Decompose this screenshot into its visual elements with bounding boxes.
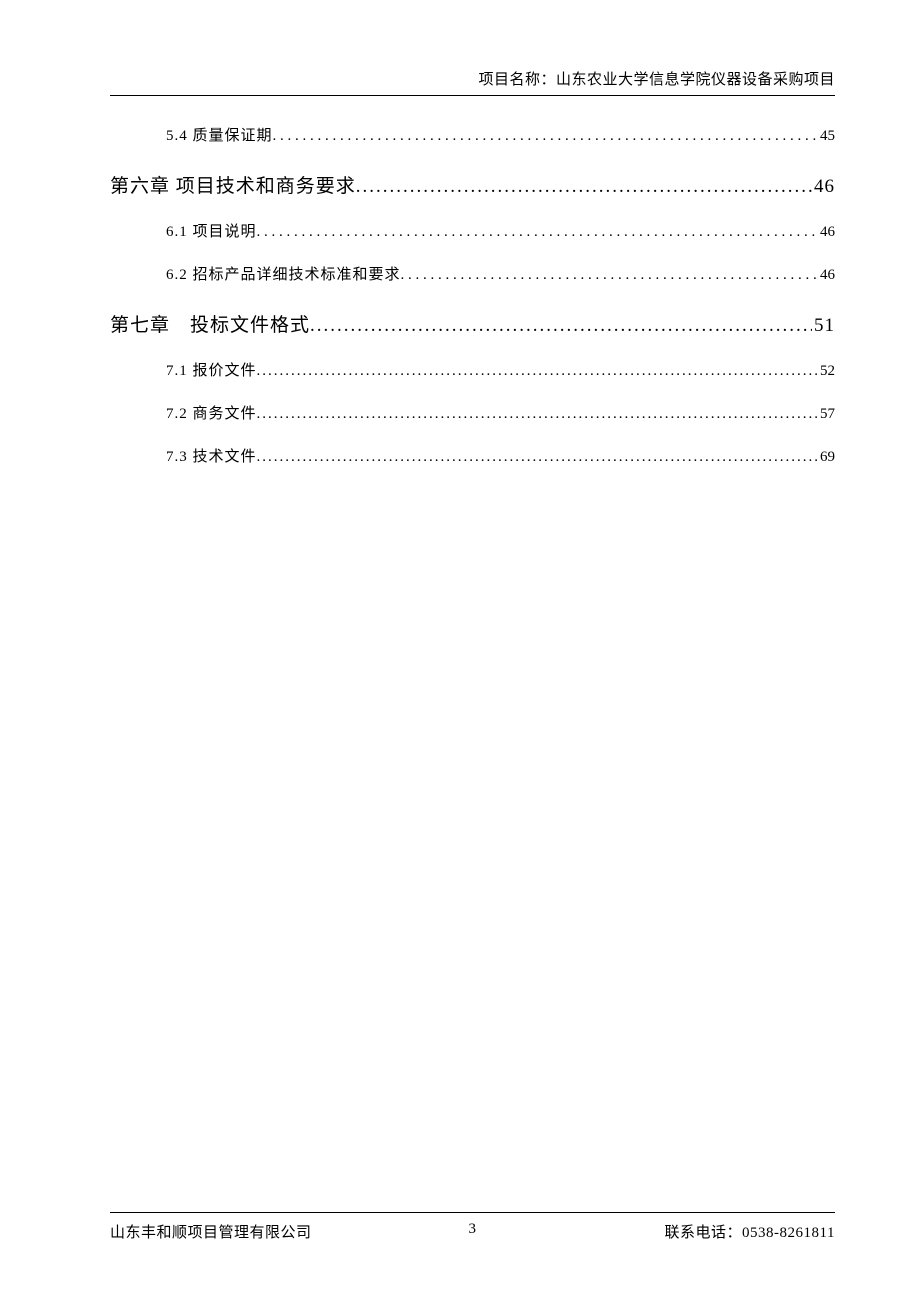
page-header: 项目名称：山东农业大学信息学院仪器设备采购项目 [110,68,835,96]
footer-rule [110,1212,835,1213]
toc-leader-dots [356,176,812,198]
toc-chapter: 第七章 投标文件格式 51 [110,310,835,337]
toc-label: 第七章 投标文件格式 [110,310,310,337]
toc-subitem: 7.3 技术文件 69 [110,445,835,466]
footer-row: 山东丰和顺项目管理有限公司 3 联系电话：0538-8261811 [110,1221,835,1242]
header-label: 项目名称： [478,72,556,88]
document-page: 项目名称：山东农业大学信息学院仪器设备采购项目 5.4 质量保证期 45 第六章 项… [0,0,920,1302]
toc-label: 7.1 报价文件 [166,359,257,380]
toc-label: 5.4 质量保证期 [166,124,273,145]
toc-leader-dots [273,128,818,145]
toc-label: 第六章 项目技术和商务要求 [110,171,356,198]
page-footer: 山东丰和顺项目管理有限公司 3 联系电话：0538-8261811 [110,1212,835,1242]
toc-page-number: 46 [818,267,835,284]
toc-chapter: 第六章 项目技术和商务要求 46 [110,171,835,198]
toc-subitem: 6.2 招标产品详细技术标准和要求 46 [110,263,835,284]
toc-subitem: 7.1 报价文件 52 [110,359,835,380]
toc-page-number: 46 [812,176,835,198]
toc-label: 7.2 商务文件 [166,402,257,423]
toc-page-number: 46 [818,224,835,241]
toc-subitem: 5.4 质量保证期 45 [110,124,835,145]
header-value: 山东农业大学信息学院仪器设备采购项目 [556,72,835,88]
toc-page-number: 51 [812,315,835,337]
toc-leader-dots [401,267,818,284]
table-of-contents: 5.4 质量保证期45第六章 项目技术和商务要求466.1 项目说明466.2 … [110,124,835,466]
toc-subitem: 6.1 项目说明 46 [110,220,835,241]
toc-page-number: 57 [818,406,835,423]
toc-leader-dots [257,406,818,423]
toc-page-number: 69 [818,449,835,466]
toc-label: 6.2 招标产品详细技术标准和要求 [166,263,401,284]
toc-label: 7.3 技术文件 [166,445,257,466]
toc-leader-dots [257,449,818,466]
toc-leader-dots [257,224,818,241]
toc-page-number: 45 [818,128,835,145]
toc-label: 6.1 项目说明 [166,220,257,241]
toc-leader-dots [310,315,812,337]
toc-leader-dots [257,363,818,380]
footer-page-number: 3 [110,1221,835,1238]
toc-subitem: 7.2 商务文件 57 [110,402,835,423]
toc-page-number: 52 [818,363,835,380]
